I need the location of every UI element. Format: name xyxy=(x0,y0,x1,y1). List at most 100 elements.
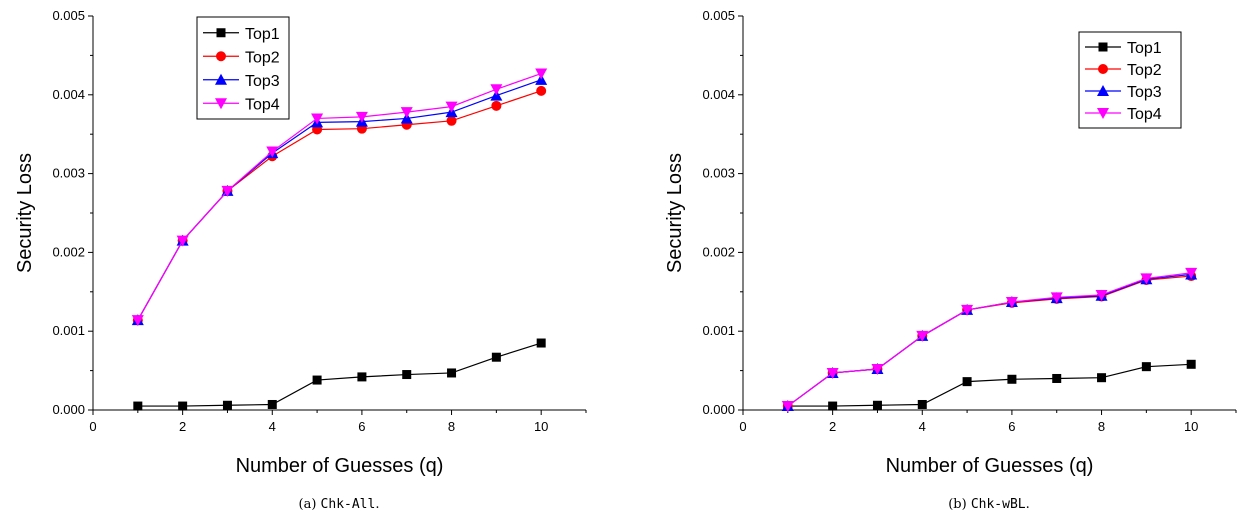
legend-marker xyxy=(1097,108,1109,119)
data-point xyxy=(872,400,882,410)
data-point xyxy=(178,401,188,411)
x-tick-label: 8 xyxy=(1098,419,1105,434)
data-point xyxy=(491,352,501,362)
data-point xyxy=(357,372,367,382)
y-axis-title: Security Loss xyxy=(664,153,686,273)
legend: Top1 Top2 Top3 Top4 xyxy=(196,16,290,120)
x-axis-title: Number of Guesses (q) xyxy=(236,455,444,477)
y-tick-label: 0.005 xyxy=(52,8,85,23)
data-point xyxy=(1005,297,1018,309)
y-tick-label: 0.004 xyxy=(52,87,85,102)
series-top3 xyxy=(781,268,1198,412)
data-point xyxy=(400,107,413,119)
legend-marker xyxy=(1097,85,1109,96)
x-tick-label: 4 xyxy=(269,419,276,434)
data-point xyxy=(917,399,927,409)
data-point xyxy=(1095,289,1108,301)
data-point xyxy=(962,377,972,387)
legend-marker xyxy=(1098,42,1108,52)
legend-label: Top2 xyxy=(1127,62,1162,79)
data-point xyxy=(133,401,143,411)
series-top1 xyxy=(133,338,546,411)
series-line xyxy=(137,90,542,321)
y-tick-label: 0.000 xyxy=(702,402,735,417)
chart-a: 0 2 4 6 8 10 0.000 0.001 0.002 0.003 0.004 0.005 Num… xyxy=(14,8,587,512)
y-tick-label: 0.001 xyxy=(52,323,85,338)
y-tick-label: 0.004 xyxy=(702,87,735,102)
chart-b: 0 2 4 6 8 10 0.000 0.001 0.002 0.003 0.004 0.005 Num… xyxy=(664,8,1237,512)
data-point xyxy=(871,364,884,376)
data-point xyxy=(221,185,234,197)
y-tick-label: 0.005 xyxy=(702,8,735,23)
x-tick-label: 2 xyxy=(829,419,836,434)
legend-label: Top1 xyxy=(245,26,280,43)
data-point xyxy=(491,100,502,111)
legend-marker xyxy=(216,28,226,38)
data-point xyxy=(1007,374,1017,384)
data-point xyxy=(1185,267,1198,279)
legend-box xyxy=(1078,31,1182,129)
legend-label: Top2 xyxy=(245,49,280,66)
figure-caption: (a) Chk-All. xyxy=(299,497,380,512)
legend-box xyxy=(196,16,290,120)
caption-suffix: . xyxy=(375,497,379,512)
y-tick-label: 0.000 xyxy=(52,402,85,417)
data-point xyxy=(1186,359,1196,369)
series-top4 xyxy=(781,267,1198,413)
x-tick-label: 0 xyxy=(89,419,96,434)
series-top3 xyxy=(131,73,548,326)
data-point xyxy=(222,400,232,410)
caption-prefix: (b) xyxy=(948,497,971,512)
caption-code: Chk-wBL xyxy=(971,497,1026,512)
data-point xyxy=(267,399,277,409)
x-tick-label: 8 xyxy=(448,419,455,434)
series-top2 xyxy=(782,271,1197,412)
series-line xyxy=(787,363,1192,407)
series-line xyxy=(787,275,1192,407)
legend: Top1 Top2 Top3 Top4 xyxy=(1078,31,1182,129)
data-point xyxy=(355,111,368,123)
y-tick-label: 0.002 xyxy=(52,244,85,259)
data-point xyxy=(826,367,839,379)
data-point xyxy=(176,235,189,247)
x-tick-label: 2 xyxy=(179,419,186,434)
y-tick-label: 0.003 xyxy=(702,166,735,181)
data-point xyxy=(828,401,838,411)
legend-marker xyxy=(215,73,227,85)
legend-label: Top4 xyxy=(245,96,280,113)
series-line xyxy=(787,272,1192,407)
data-point xyxy=(131,315,144,327)
data-point xyxy=(536,85,547,96)
data-point xyxy=(490,84,503,96)
series-top4 xyxy=(131,68,548,327)
data-point xyxy=(447,368,457,378)
legend-marker xyxy=(215,98,227,110)
data-point xyxy=(446,115,457,126)
caption-prefix: (a) xyxy=(299,497,321,512)
x-tick-label: 4 xyxy=(919,419,926,434)
series-line xyxy=(137,72,542,321)
x-tick-label: 6 xyxy=(1008,419,1015,434)
legend-label: Top3 xyxy=(245,73,280,90)
data-point xyxy=(445,101,458,113)
data-point xyxy=(961,304,974,316)
x-tick-label: 0 xyxy=(739,419,746,434)
figure-caption: (b) Chk-wBL. xyxy=(948,497,1030,512)
y-axis-title: Security Loss xyxy=(14,153,36,273)
data-point xyxy=(1052,373,1062,383)
series-line xyxy=(787,273,1192,407)
data-point xyxy=(1140,273,1153,285)
y-tick-label: 0.001 xyxy=(702,323,735,338)
data-point xyxy=(1050,292,1063,304)
x-axis-title: Number of Guesses (q) xyxy=(886,455,1094,477)
legend-marker xyxy=(1098,64,1108,74)
data-point xyxy=(312,375,322,385)
data-point xyxy=(311,113,324,125)
data-point xyxy=(536,338,546,348)
legend-label: Top1 xyxy=(1127,40,1162,57)
series-top1 xyxy=(783,359,1196,411)
y-tick-label: 0.002 xyxy=(702,244,735,259)
caption-code: Chk-All xyxy=(321,497,376,512)
x-tick-label: 6 xyxy=(358,419,365,434)
